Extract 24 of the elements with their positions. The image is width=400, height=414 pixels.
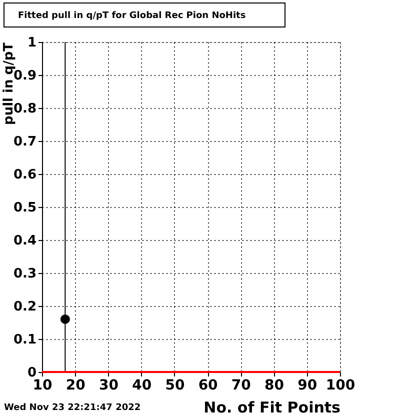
x-axis-title: No. of Fit Points [204,398,341,414]
x-tick-label: 40 [132,378,152,394]
x-tick-label: 50 [165,378,185,394]
y-tick-label: 0.6 [13,168,36,182]
x-tick-label: 60 [198,378,218,394]
y-tick-label: 0.9 [13,68,36,84]
y-tick-label: 0.3 [13,266,36,282]
y-tick-label: 1 [27,36,36,50]
x-tick-label: 70 [231,378,252,394]
chart-title: Fitted pull in q/pT for Global Rec Pion NoHits [18,11,246,21]
x-tick-label: 20 [66,378,86,394]
y-tick-label: 0 [27,366,36,380]
y-tick-label: 0.4 [13,234,36,248]
x-tick-label: 100 [326,378,356,394]
text: Wed Nov 23 22:21:47 2022 [4,403,141,413]
y-tick-label: 0.1 [13,332,36,348]
x-tick-label: 10 [32,378,52,394]
y-tick-label: 0.5 [13,200,36,216]
y-tick-label: 0.8 [13,102,36,116]
y-tick-label: 0.7 [13,134,36,150]
y-tick-label: 0.2 [13,300,36,314]
x-tick-label: 80 [264,378,284,394]
x-tick-label: 90 [298,378,318,394]
x-tick-label: 30 [98,378,119,394]
